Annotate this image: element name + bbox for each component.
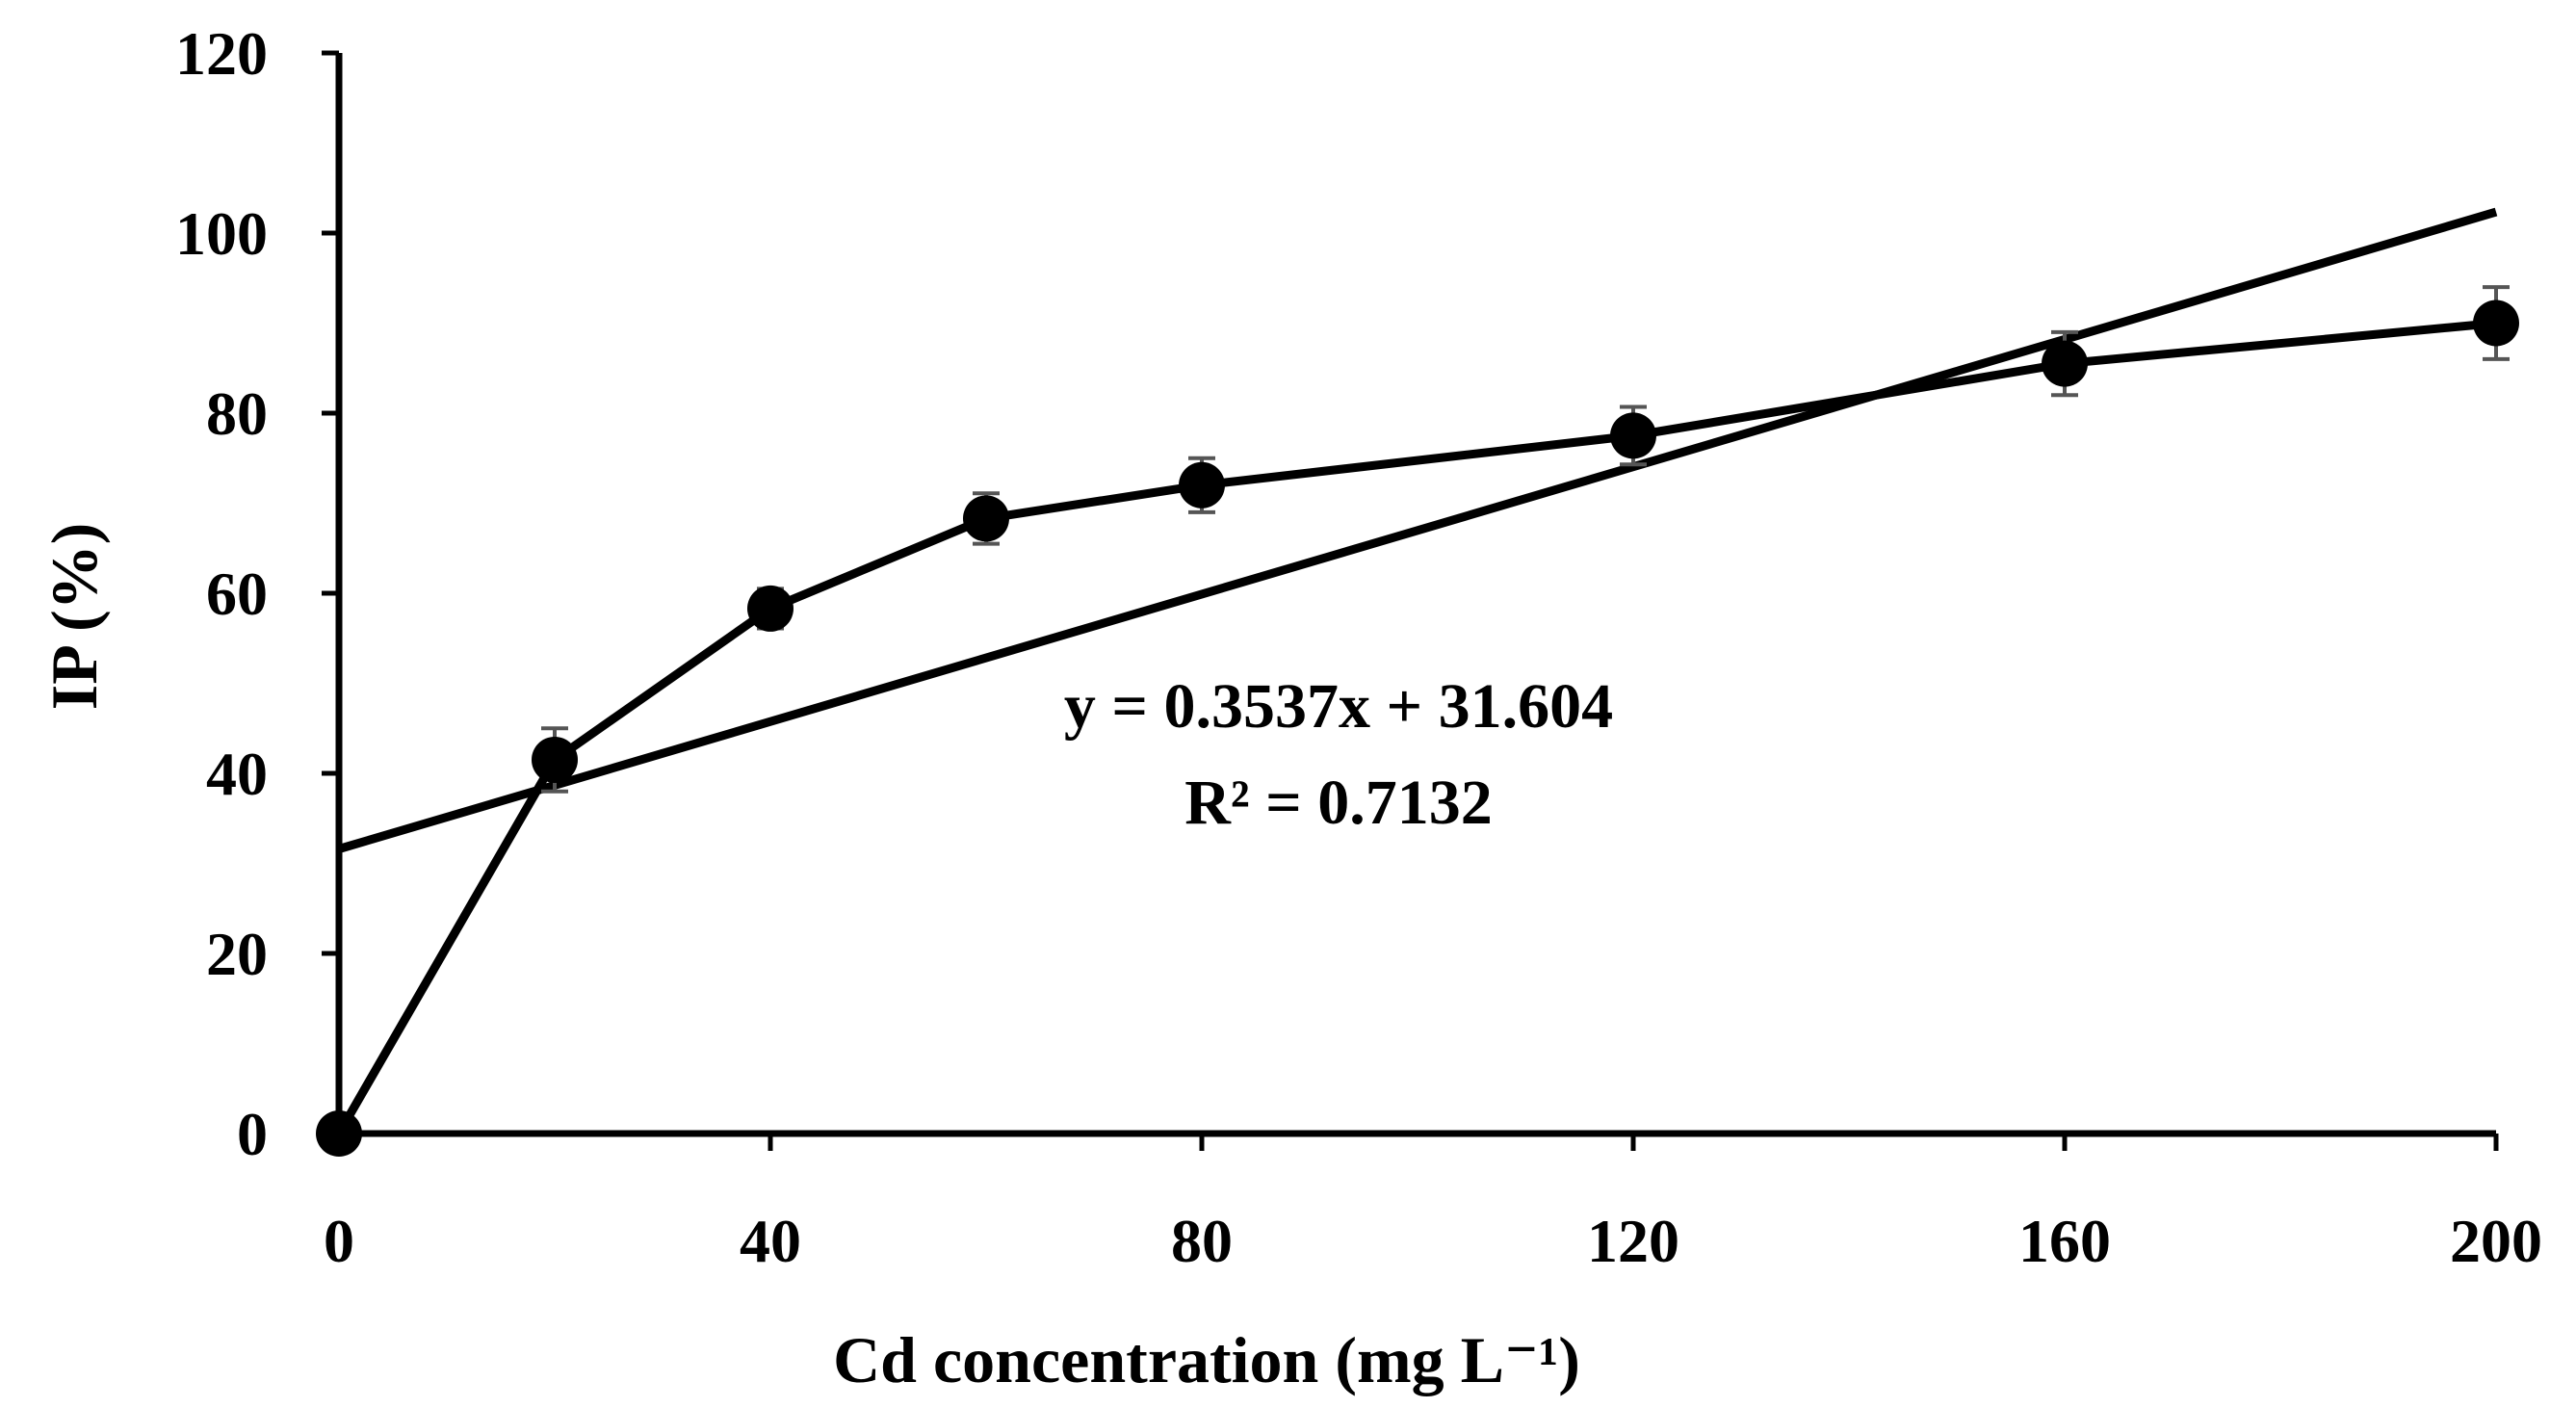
- series-group: [316, 285, 2519, 1157]
- y-tick-label: 40: [206, 740, 268, 808]
- y-tick-label: 0: [237, 1100, 268, 1168]
- trendline-equation: y = 0.3537x + 31.604: [1064, 671, 1613, 742]
- data-point: [963, 495, 1009, 542]
- x-tick-label: 40: [740, 1207, 801, 1275]
- trendline-group: [337, 207, 2498, 853]
- data-point: [1610, 412, 1656, 459]
- y-axis-ticks: 0 20 40 60 80 100 120: [175, 19, 339, 1168]
- x-tick-label: 0: [324, 1207, 354, 1275]
- x-tick-label: 200: [2450, 1207, 2542, 1275]
- data-point: [2473, 300, 2519, 347]
- trendline: [337, 207, 2498, 853]
- data-point: [2042, 340, 2088, 387]
- y-tick-label: 120: [175, 19, 268, 88]
- x-tick-label: 120: [1587, 1207, 1679, 1275]
- y-tick-label: 60: [206, 560, 268, 628]
- y-tick-label: 20: [206, 920, 268, 988]
- data-point: [1179, 461, 1225, 508]
- x-axis-title: Cd concentration (mg L⁻¹): [833, 1323, 1580, 1396]
- y-tick-label: 80: [206, 379, 268, 448]
- axes: [335, 53, 2496, 1137]
- data-point: [532, 736, 578, 783]
- data-point: [316, 1110, 362, 1157]
- y-tick-label: 100: [175, 199, 268, 268]
- trendline-r-squared: R² = 0.7132: [1184, 768, 1493, 838]
- x-tick-label: 80: [1171, 1207, 1233, 1275]
- x-tick-label: 160: [2018, 1207, 2111, 1275]
- x-axis-ticks: 0 40 80 120 160 200: [324, 1134, 2542, 1275]
- y-axis-title: IP (%): [38, 523, 111, 711]
- series-line: [335, 319, 2497, 1136]
- data-point: [747, 585, 794, 632]
